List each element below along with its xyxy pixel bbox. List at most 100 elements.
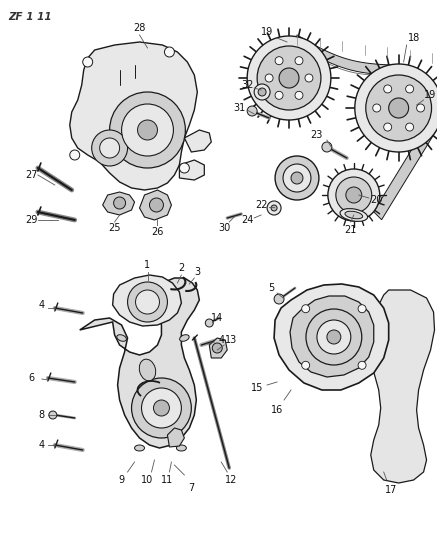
- Polygon shape: [167, 428, 184, 447]
- Text: 4: 4: [218, 335, 224, 345]
- Circle shape: [127, 282, 167, 322]
- Polygon shape: [374, 100, 438, 220]
- Circle shape: [291, 172, 303, 184]
- Circle shape: [164, 47, 174, 57]
- Text: 14: 14: [211, 313, 223, 323]
- Circle shape: [271, 205, 277, 211]
- Circle shape: [295, 56, 303, 64]
- Text: 20: 20: [371, 195, 383, 205]
- Text: 28: 28: [133, 23, 146, 33]
- Circle shape: [83, 57, 93, 67]
- Ellipse shape: [117, 335, 127, 341]
- Polygon shape: [180, 160, 204, 180]
- Circle shape: [110, 92, 185, 168]
- Circle shape: [305, 74, 313, 82]
- Circle shape: [275, 156, 319, 200]
- Circle shape: [302, 305, 310, 313]
- Text: 23: 23: [311, 130, 323, 140]
- Circle shape: [279, 68, 299, 88]
- Circle shape: [336, 177, 372, 213]
- Text: 15: 15: [251, 383, 263, 393]
- Text: 11: 11: [161, 475, 173, 485]
- Text: 27: 27: [26, 170, 38, 180]
- Text: 18: 18: [407, 33, 420, 43]
- Polygon shape: [102, 192, 134, 215]
- Circle shape: [373, 104, 381, 112]
- Circle shape: [153, 400, 170, 416]
- Text: 6: 6: [29, 373, 35, 383]
- Polygon shape: [80, 278, 199, 448]
- Circle shape: [295, 91, 303, 99]
- Text: 3: 3: [194, 267, 201, 277]
- Circle shape: [417, 104, 424, 112]
- Text: 16: 16: [271, 405, 283, 415]
- Circle shape: [131, 378, 191, 438]
- Circle shape: [254, 84, 270, 100]
- Text: 9: 9: [119, 475, 125, 485]
- Text: 2: 2: [178, 263, 184, 273]
- Text: 30: 30: [218, 223, 230, 233]
- Text: 19: 19: [424, 90, 437, 100]
- Circle shape: [49, 411, 57, 419]
- Circle shape: [355, 64, 438, 152]
- Circle shape: [317, 320, 351, 354]
- Text: 24: 24: [241, 215, 253, 225]
- Circle shape: [384, 85, 392, 93]
- Polygon shape: [70, 42, 198, 190]
- Circle shape: [327, 330, 341, 344]
- Ellipse shape: [340, 208, 367, 221]
- Circle shape: [306, 309, 362, 365]
- Text: 22: 22: [255, 200, 267, 210]
- Ellipse shape: [139, 359, 156, 381]
- Text: 5: 5: [268, 283, 274, 293]
- Polygon shape: [274, 284, 389, 390]
- Circle shape: [267, 201, 281, 215]
- Circle shape: [258, 88, 266, 96]
- Text: 4: 4: [39, 440, 45, 450]
- Text: 7: 7: [188, 483, 194, 493]
- Text: 32: 32: [241, 80, 253, 90]
- Circle shape: [275, 56, 283, 64]
- Polygon shape: [290, 296, 374, 377]
- Circle shape: [92, 130, 127, 166]
- Ellipse shape: [177, 445, 187, 451]
- Circle shape: [389, 98, 409, 118]
- Text: ZF 1 11: ZF 1 11: [8, 12, 52, 22]
- Text: 19: 19: [261, 27, 273, 37]
- Circle shape: [257, 46, 321, 110]
- Circle shape: [122, 104, 173, 156]
- Text: 4: 4: [39, 300, 45, 310]
- Text: 31: 31: [233, 103, 245, 113]
- Polygon shape: [371, 290, 434, 483]
- Text: 29: 29: [26, 215, 38, 225]
- Circle shape: [406, 123, 413, 131]
- Circle shape: [265, 74, 273, 82]
- Circle shape: [384, 123, 392, 131]
- Circle shape: [100, 138, 120, 158]
- Polygon shape: [140, 190, 171, 220]
- Text: 13: 13: [225, 335, 237, 345]
- Ellipse shape: [180, 335, 189, 341]
- Circle shape: [70, 150, 80, 160]
- Polygon shape: [184, 130, 211, 152]
- Text: 1: 1: [145, 260, 151, 270]
- Circle shape: [283, 164, 311, 192]
- Circle shape: [247, 106, 257, 116]
- Polygon shape: [297, 35, 391, 75]
- Circle shape: [135, 290, 159, 314]
- Circle shape: [141, 388, 181, 428]
- Circle shape: [322, 142, 332, 152]
- Circle shape: [205, 319, 213, 327]
- Circle shape: [358, 361, 366, 369]
- Circle shape: [275, 91, 283, 99]
- Polygon shape: [209, 338, 227, 358]
- Circle shape: [247, 36, 331, 120]
- Ellipse shape: [134, 445, 145, 451]
- Ellipse shape: [345, 211, 363, 219]
- Circle shape: [149, 198, 163, 212]
- Circle shape: [212, 343, 222, 353]
- Text: 26: 26: [151, 227, 164, 237]
- Polygon shape: [113, 275, 181, 326]
- Circle shape: [274, 294, 284, 304]
- Circle shape: [302, 361, 310, 369]
